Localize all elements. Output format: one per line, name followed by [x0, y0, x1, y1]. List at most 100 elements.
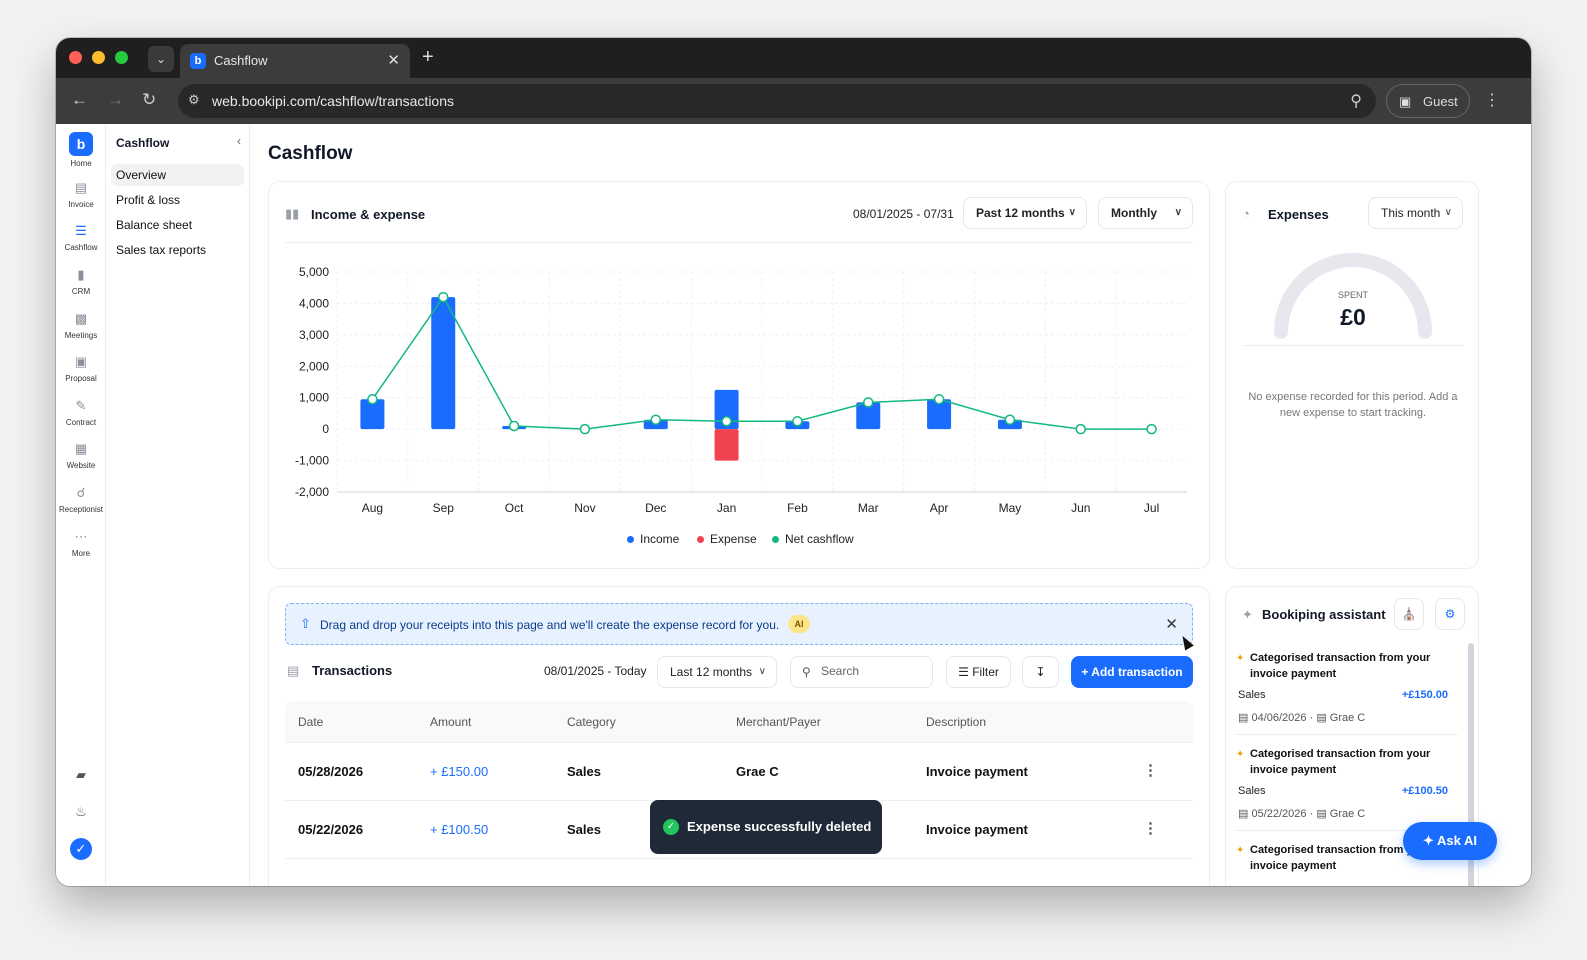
- close-window-button[interactable]: [69, 51, 82, 64]
- upload-icon: ⇧: [300, 616, 311, 631]
- assistant-item-date: 04/06/2026: [1251, 712, 1307, 724]
- legend-expense[interactable]: Expense: [697, 532, 757, 546]
- sparkle-icon: ✦: [1242, 607, 1253, 622]
- subnav-item-profit-loss[interactable]: Profit & loss: [116, 193, 181, 207]
- column-header-category[interactable]: Category: [567, 715, 616, 729]
- tab-search-button[interactable]: ⌄: [148, 46, 174, 72]
- x-tick-label: Mar: [858, 501, 879, 515]
- assistant-item-meta: ▤ 04/06/2026 · ▤ Grae C: [1238, 712, 1366, 724]
- column-header-merchant[interactable]: Merchant/Payer: [736, 715, 821, 729]
- search-input[interactable]: [821, 664, 921, 678]
- rail-item-invoice[interactable]: ▤ Invoice: [56, 179, 106, 209]
- assistant-item[interactable]: ✦ Categorised transaction from your invo…: [1234, 639, 1458, 735]
- subnav-item-sales-tax-reports[interactable]: Sales tax reports: [116, 243, 207, 257]
- chart-period-dropdown[interactable]: Past 12 months ∨: [963, 197, 1087, 229]
- assistant-settings-button[interactable]: ⚙: [1435, 598, 1465, 630]
- net-cashflow-point: [1146, 423, 1157, 435]
- forward-icon[interactable]: →: [107, 90, 124, 109]
- profile-button[interactable]: ▣ Guest: [1386, 84, 1470, 118]
- account-check-icon: ✓: [70, 838, 92, 860]
- legend-net-cashflow[interactable]: Net cashflow: [772, 532, 854, 546]
- rail-item-home[interactable]: b Home: [56, 132, 106, 172]
- gear-icon: ⚙: [1444, 607, 1456, 621]
- row-date: 05/28/2026: [298, 764, 364, 779]
- sparkle-icon: ✦: [1236, 749, 1245, 760]
- close-tab-icon[interactable]: ✕: [387, 52, 400, 69]
- notifications-button[interactable]: ♨: [56, 803, 106, 821]
- x-tick-label: Sep: [433, 501, 455, 515]
- chart-interval-value: Monthly: [1111, 206, 1157, 220]
- net-cashflow-point: [863, 397, 874, 408]
- ai-badge: AI: [788, 615, 810, 633]
- receipt-drop-banner: ⇧ Drag and drop your receipts into this …: [285, 603, 1193, 645]
- row-description: Invoice payment: [926, 822, 1028, 837]
- bell-icon: ♨: [75, 804, 87, 819]
- assistant-item[interactable]: ✦ Categorised transaction from your invo…: [1234, 831, 1458, 886]
- download-button[interactable]: ↧: [1022, 656, 1059, 688]
- rail-item-crm[interactable]: ▮ CRM: [56, 266, 106, 296]
- gift-button[interactable]: ▰: [56, 766, 106, 784]
- bank-button[interactable]: ⛪: [1394, 598, 1424, 630]
- collapse-sidebar-icon[interactable]: ‹: [237, 134, 241, 148]
- rail-item-contract[interactable]: ✎ Contract: [56, 397, 106, 427]
- rail-label: Home: [70, 159, 92, 168]
- back-icon[interactable]: ←: [71, 90, 88, 109]
- rail-item-proposal[interactable]: ▣ Proposal: [56, 353, 106, 383]
- table-row[interactable]: 05/28/2026 + £150.00 Sales Grae C Invoic…: [285, 743, 1193, 801]
- profile-icon: ▣: [1399, 94, 1412, 109]
- reload-icon[interactable]: ↻: [142, 90, 157, 109]
- net-cashflow-point: [1075, 423, 1086, 435]
- sparkle-icon: ✦: [1422, 833, 1434, 848]
- transactions-search[interactable]: ⚲: [790, 656, 933, 688]
- x-tick-label: May: [999, 501, 1022, 515]
- maximize-window-button[interactable]: [115, 51, 128, 64]
- x-tick-label: Oct: [505, 501, 524, 515]
- page-title: Cashflow: [268, 143, 353, 164]
- assistant-scrollbar[interactable]: [1468, 643, 1474, 886]
- column-header-date[interactable]: Date: [298, 715, 324, 729]
- income-bar: [714, 389, 739, 430]
- toast-notification: ✓ Expense successfully deleted: [650, 800, 882, 854]
- browser-tab[interactable]: b Cashflow ✕: [180, 44, 410, 78]
- banner-text: Drag and drop your receipts into this pa…: [320, 618, 780, 632]
- rail-item-website[interactable]: ▦ Website: [56, 440, 106, 470]
- expenses-period-value: This month: [1381, 206, 1441, 220]
- assistant-item[interactable]: ✦ Categorised transaction from your invo…: [1234, 735, 1458, 831]
- url-text[interactable]: web.bookipi.com/cashflow/transactions: [212, 93, 455, 109]
- income-bar: [360, 399, 385, 430]
- minimize-window-button[interactable]: [92, 51, 105, 64]
- table-row[interactable]: 05/22/2026 + £100.50 Sales Invoice payme…: [285, 801, 1193, 859]
- rail-label: Proposal: [65, 374, 97, 383]
- new-tab-button[interactable]: +: [422, 46, 434, 68]
- bank-icon: ⛪: [1401, 607, 1417, 621]
- zoom-icon[interactable]: ⚲: [1350, 93, 1362, 110]
- row-description: Invoice payment: [926, 764, 1028, 779]
- transactions-period-dropdown[interactable]: Last 12 months ∨: [657, 656, 777, 688]
- rail-item-more[interactable]: ⋯ More: [56, 528, 106, 558]
- legend-income[interactable]: Income: [627, 532, 679, 546]
- subnav-item-balance-sheet[interactable]: Balance sheet: [116, 218, 193, 232]
- column-header-amount[interactable]: Amount: [430, 715, 472, 729]
- ask-ai-button[interactable]: ✦ Ask AI: [1403, 822, 1497, 860]
- expenses-period-dropdown[interactable]: This month ∨: [1368, 197, 1463, 229]
- address-bar[interactable]: ⚙ web.bookipi.com/cashflow/transactions …: [178, 84, 1376, 118]
- browser-menu-icon[interactable]: ⋮: [1484, 92, 1500, 109]
- column-header-description[interactable]: Description: [926, 715, 987, 729]
- add-transaction-button[interactable]: + Add transaction: [1071, 656, 1193, 688]
- rail-item-cashflow[interactable]: ☰ Cashflow: [56, 222, 106, 252]
- assistant-item-payer: Grae C: [1329, 712, 1366, 724]
- browser-toolbar: ← → ↻ ⚙ web.bookipi.com/cashflow/transac…: [56, 78, 1531, 124]
- filter-button[interactable]: ☰ Filter: [946, 656, 1011, 688]
- calendar-icon: ▤: [1238, 712, 1249, 724]
- y-tick-label: 5,000: [299, 265, 329, 279]
- rail-item-receptionist[interactable]: ☌ Receptionist: [56, 484, 106, 514]
- subnav-item-overview[interactable]: Overview: [111, 164, 244, 186]
- rail-item-meetings[interactable]: ▩ Meetings: [56, 310, 106, 340]
- close-icon[interactable]: ✕: [1165, 616, 1178, 633]
- row-menu-icon[interactable]: ⋮: [1143, 762, 1158, 779]
- account-button[interactable]: ✓: [56, 838, 106, 860]
- assistant-title: Bookiping assistant: [1262, 607, 1386, 622]
- site-settings-icon[interactable]: ⚙: [188, 92, 200, 107]
- chart-interval-dropdown[interactable]: Monthly ∨: [1098, 197, 1193, 229]
- row-menu-icon[interactable]: ⋮: [1143, 820, 1158, 837]
